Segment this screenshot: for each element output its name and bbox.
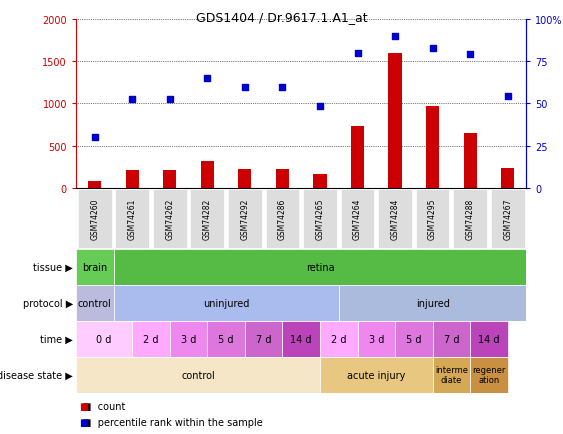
Text: GSM74282: GSM74282 [203,199,212,240]
Text: 5 d: 5 d [406,334,422,344]
Point [466,52,475,59]
Text: 14 d: 14 d [478,334,499,344]
Text: GSM74264: GSM74264 [353,198,362,240]
Text: GSM74292: GSM74292 [240,198,249,240]
Text: GSM74261: GSM74261 [128,198,137,240]
Bar [76,357,320,393]
Text: time ▶: time ▶ [41,334,73,344]
Bar [426,107,439,189]
Point [315,103,324,110]
Bar [395,321,432,357]
Text: ■  count: ■ count [76,401,126,411]
Bar [463,133,477,189]
Bar [432,321,470,357]
Text: 7 d: 7 d [256,334,271,344]
Text: control: control [78,298,111,308]
FancyBboxPatch shape [378,190,412,248]
Text: disease state ▶: disease state ▶ [0,370,73,380]
Bar [351,127,364,189]
Bar [76,286,114,321]
Bar [201,161,214,189]
Bar [132,321,170,357]
Text: 3 d: 3 d [369,334,384,344]
Text: 14 d: 14 d [291,334,312,344]
Bar [314,174,327,189]
FancyBboxPatch shape [453,190,487,248]
Bar [163,171,176,189]
Bar [432,357,470,393]
FancyBboxPatch shape [303,190,337,248]
Point [391,34,400,41]
Point [166,96,175,103]
Text: ■: ■ [79,401,88,411]
Text: GSM74295: GSM74295 [428,198,437,240]
Text: injured: injured [415,298,449,308]
Bar [501,169,514,189]
Bar [238,169,252,189]
FancyBboxPatch shape [78,190,111,248]
Point [203,76,212,82]
Text: control: control [181,370,215,380]
Text: 7 d: 7 d [444,334,459,344]
FancyBboxPatch shape [153,190,187,248]
FancyBboxPatch shape [341,190,374,248]
Text: protocol ▶: protocol ▶ [23,298,73,308]
Bar [114,286,339,321]
Bar [207,321,245,357]
Bar [276,170,289,189]
Text: 0 d: 0 d [96,334,112,344]
Bar [283,321,320,357]
Text: acute injury: acute injury [347,370,405,380]
Bar [339,286,526,321]
Text: GSM74284: GSM74284 [391,198,400,240]
Text: GSM74260: GSM74260 [90,198,99,240]
Bar [388,54,401,189]
Text: GSM74288: GSM74288 [466,199,475,240]
Text: 2 d: 2 d [144,334,159,344]
Point [428,46,437,53]
FancyBboxPatch shape [115,190,149,248]
Bar [358,321,395,357]
Text: 3 d: 3 d [181,334,196,344]
Point [503,93,512,100]
Point [90,135,99,141]
Text: GSM74286: GSM74286 [278,198,287,240]
Bar [320,357,432,393]
FancyBboxPatch shape [228,190,262,248]
Text: retina: retina [306,263,334,273]
Text: GSM74262: GSM74262 [166,198,175,240]
Text: interme
diate: interme diate [435,365,468,385]
Text: brain: brain [82,263,108,273]
Bar [245,321,283,357]
FancyBboxPatch shape [190,190,224,248]
Text: 5 d: 5 d [218,334,234,344]
Point [278,85,287,92]
FancyBboxPatch shape [491,190,525,248]
Text: tissue ▶: tissue ▶ [33,263,73,273]
Point [240,85,249,92]
Bar [320,321,358,357]
FancyBboxPatch shape [415,190,449,248]
Text: uninjured: uninjured [203,298,249,308]
Text: regener
ation: regener ation [472,365,506,385]
Text: GSM74265: GSM74265 [315,198,324,240]
Text: 2 d: 2 d [331,334,346,344]
Text: GDS1404 / Dr.9617.1.A1_at: GDS1404 / Dr.9617.1.A1_at [196,11,367,24]
Bar [88,181,101,189]
Text: ■: ■ [79,418,88,427]
Bar [76,250,114,286]
Bar [470,357,508,393]
Point [128,96,137,103]
Bar [126,171,139,189]
Bar [76,321,132,357]
Point [353,50,362,57]
Bar [170,321,207,357]
FancyBboxPatch shape [266,190,300,248]
Text: ■  percentile rank within the sample: ■ percentile rank within the sample [76,418,263,427]
Text: GSM74267: GSM74267 [503,198,512,240]
Bar [470,321,508,357]
